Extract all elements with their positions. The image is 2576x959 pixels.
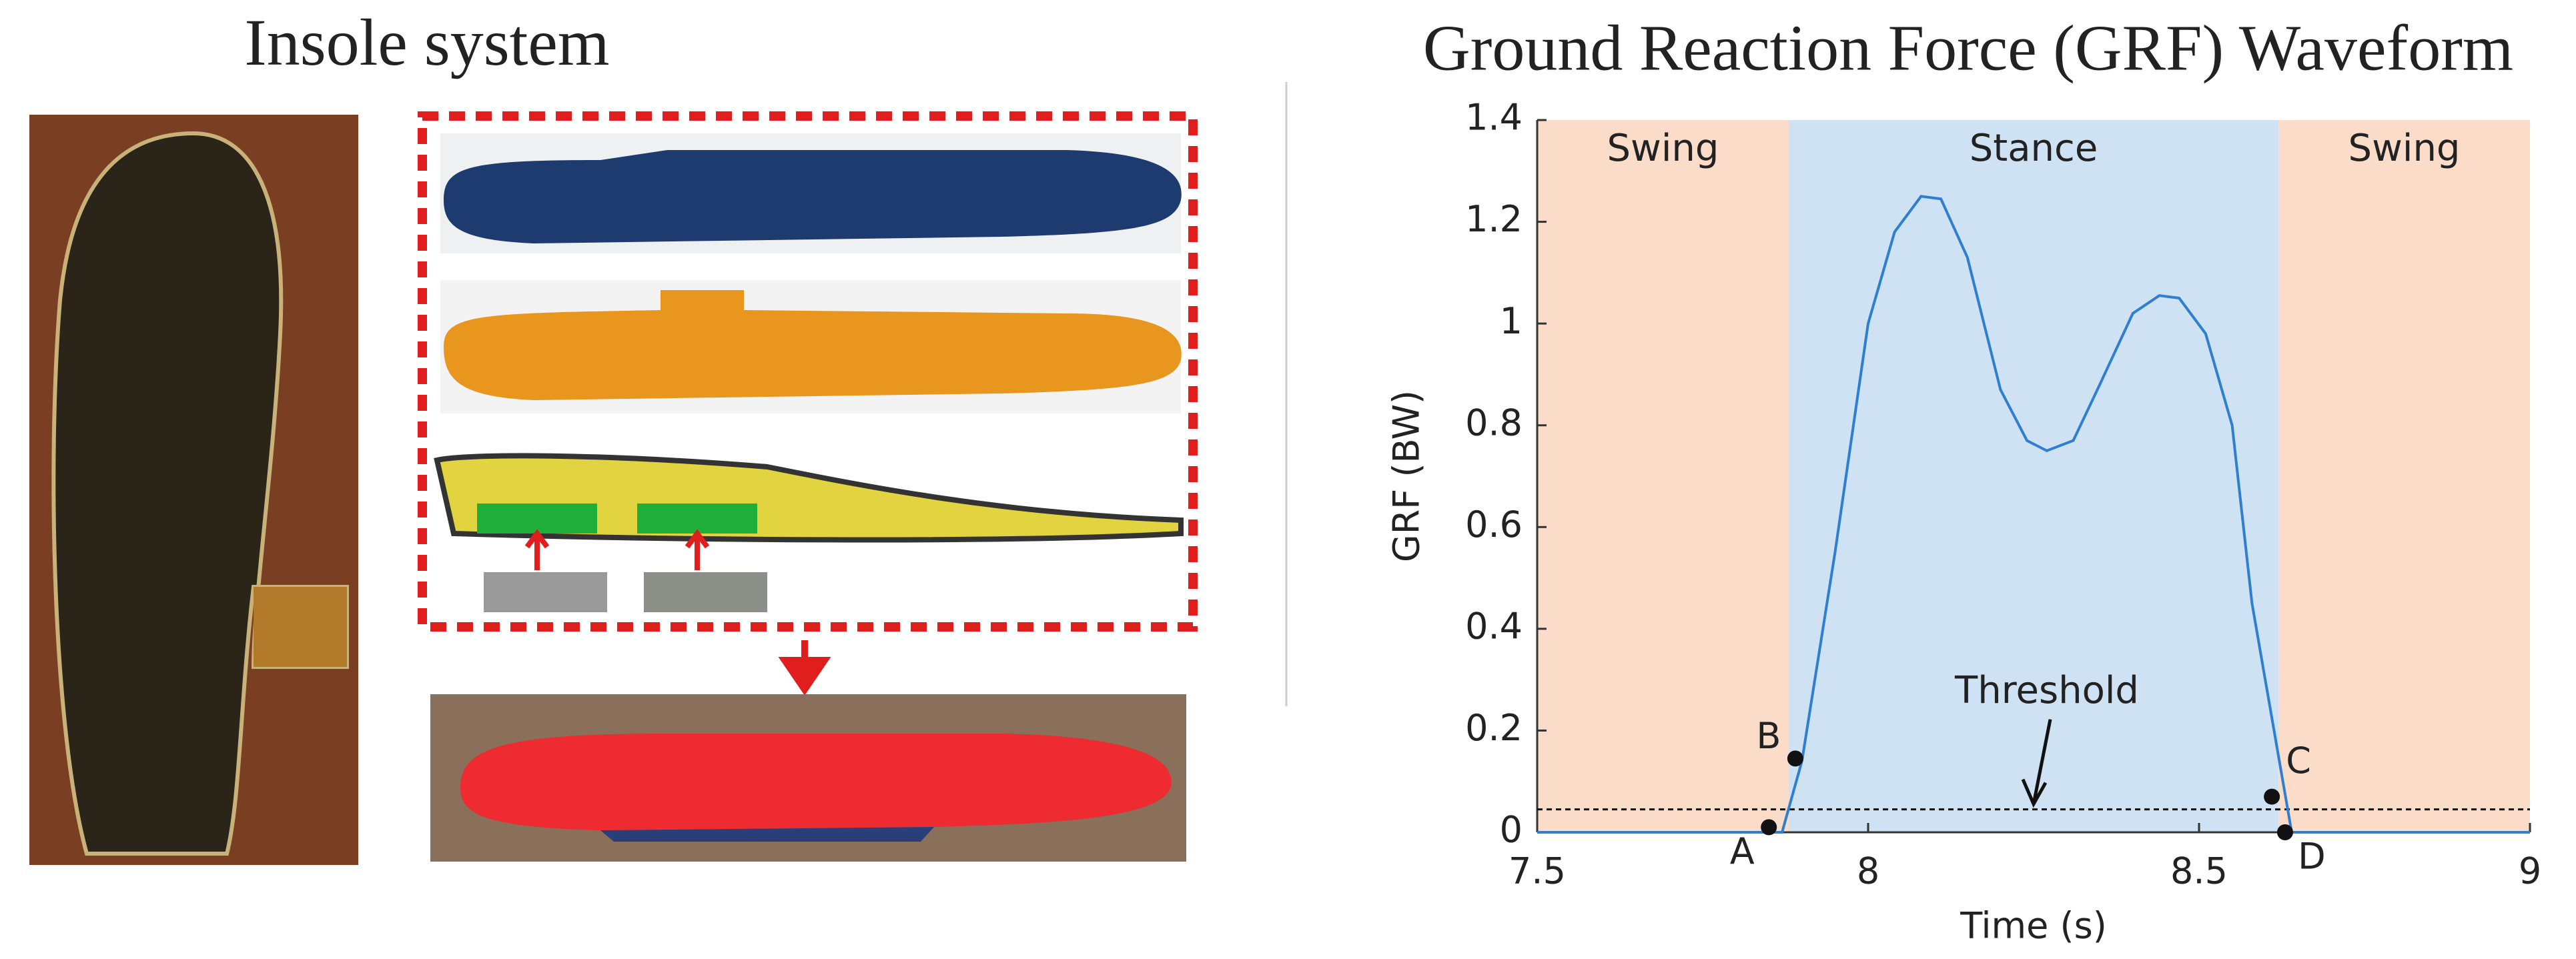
y-tick-label: 0.4 xyxy=(1465,605,1523,647)
y-tick-label: 0 xyxy=(1500,809,1523,851)
region xyxy=(2278,120,2530,832)
y-axis-label: GRF (BW) xyxy=(1386,390,1428,562)
event-point xyxy=(1761,819,1777,835)
region-label: Swing xyxy=(2348,127,2461,170)
point-label: D xyxy=(2298,836,2326,878)
x-tick-label: 8.5 xyxy=(2170,850,2228,892)
region xyxy=(1789,120,2278,832)
chart-title: Ground Reaction Force (GRF) Waveform xyxy=(1423,12,2513,84)
page: Insole system Ground Reaction Force (GRF… xyxy=(0,0,2576,959)
panel-title: Insole system xyxy=(244,5,609,79)
y-tick-label: 0.8 xyxy=(1465,401,1523,443)
arrow xyxy=(785,640,825,690)
event-point xyxy=(2277,824,2293,840)
x-tick-label: 8 xyxy=(1857,850,1879,892)
y-tick-label: 1.4 xyxy=(1465,97,1523,139)
region xyxy=(1537,120,1789,832)
x-axis-label: Time (s) xyxy=(1960,905,2107,947)
event-point xyxy=(1787,750,1803,766)
y-tick-label: 1.2 xyxy=(1465,198,1523,240)
insole-layers xyxy=(437,133,1182,612)
point-label: B xyxy=(1756,715,1781,757)
point-label: A xyxy=(1730,830,1755,872)
x-tick-label: 7.5 xyxy=(1509,850,1566,892)
figure: Insole system Ground Reaction Force (GRF… xyxy=(0,0,2576,959)
red-insole-photo xyxy=(430,694,1186,862)
insole-photo xyxy=(29,115,358,865)
event-point xyxy=(2264,789,2280,805)
region-label: Swing xyxy=(1607,127,1719,170)
y-tick-label: 0.6 xyxy=(1465,504,1523,546)
point-label: C xyxy=(2286,740,2311,782)
x-tick-label: 9 xyxy=(2519,850,2541,892)
y-tick-label: 0.2 xyxy=(1465,707,1523,749)
region-label: Stance xyxy=(1970,127,2098,170)
y-tick-label: 1 xyxy=(1500,300,1523,342)
threshold-label: Threshold xyxy=(1954,669,2139,712)
